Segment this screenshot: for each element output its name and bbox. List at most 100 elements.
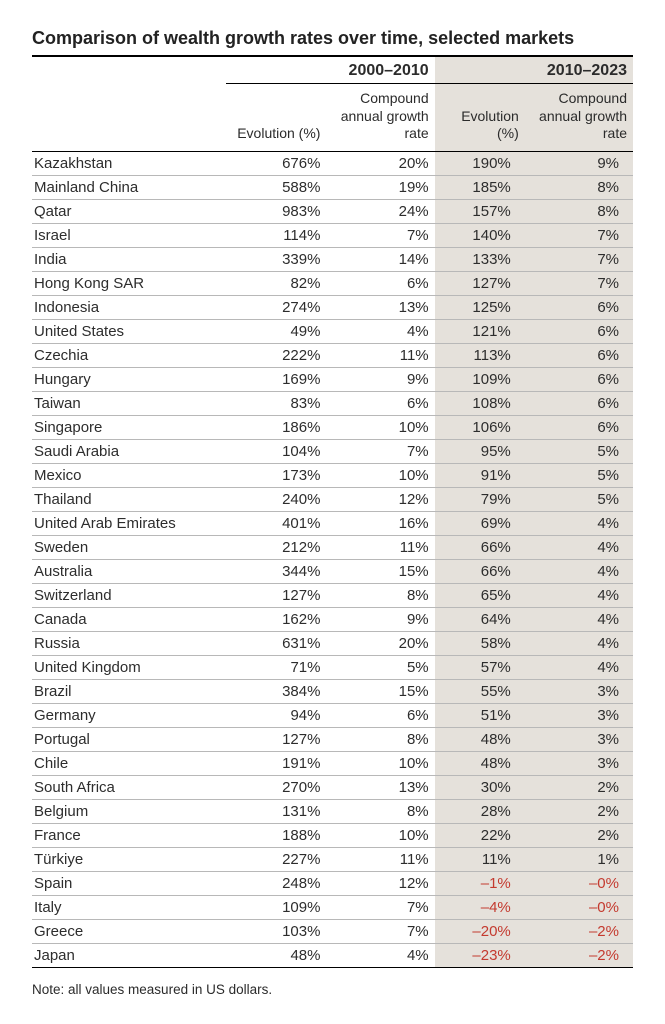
evolution-period1: 109% [226,895,326,919]
cagr-period2: 6% [525,367,633,391]
cagr-period1: 24% [326,199,434,223]
evolution-period2: 133% [435,247,525,271]
market-name: Japan [32,943,226,967]
table-row: United Kingdom71%5%57%4% [32,655,633,679]
evolution-period1: 188% [226,823,326,847]
cagr-period1: 4% [326,943,434,967]
cagr-period2: 4% [525,631,633,655]
evolution-period2: 48% [435,727,525,751]
wealth-growth-table: 2000–2010 2010–2023 Evolution (%) Compou… [32,57,633,968]
evolution-period1: 631% [226,631,326,655]
cagr-period1: 20% [326,151,434,175]
cagr-period2: 7% [525,223,633,247]
evolution-period1: 131% [226,799,326,823]
cagr-period1: 10% [326,415,434,439]
sub-header-row: Evolution (%) Compound annual growth rat… [32,84,633,152]
col-header-cagr2: Compound annual growth rate [525,84,633,152]
cagr-period1: 9% [326,367,434,391]
evolution-period1: 127% [226,727,326,751]
cagr-period2: 4% [525,511,633,535]
cagr-period2: 6% [525,319,633,343]
market-name: Switzerland [32,583,226,607]
evolution-period1: 588% [226,175,326,199]
cagr-period1: 6% [326,271,434,295]
table-row: France188%10%22%2% [32,823,633,847]
market-name: India [32,247,226,271]
market-name: Qatar [32,199,226,223]
evolution-period2: –20% [435,919,525,943]
market-name: Hungary [32,367,226,391]
footnote: Note: all values measured in US dollars. [32,968,633,997]
market-name: Mainland China [32,175,226,199]
cagr-period2: 1% [525,847,633,871]
market-name: Brazil [32,679,226,703]
evolution-period1: 240% [226,487,326,511]
evolution-period1: 227% [226,847,326,871]
market-name: Czechia [32,343,226,367]
period-header-row: 2000–2010 2010–2023 [32,57,633,84]
cagr-period1: 15% [326,559,434,583]
evolution-period2: 64% [435,607,525,631]
table-row: Australia344%15%66%4% [32,559,633,583]
market-name: Italy [32,895,226,919]
cagr-period2: 7% [525,247,633,271]
cagr-period1: 7% [326,895,434,919]
table-row: Thailand240%12%79%5% [32,487,633,511]
cagr-period1: 10% [326,823,434,847]
cagr-period1: 19% [326,175,434,199]
table-row: Türkiye227%11%11%1% [32,847,633,871]
market-name: United Arab Emirates [32,511,226,535]
market-name: France [32,823,226,847]
market-name: Russia [32,631,226,655]
market-name: Thailand [32,487,226,511]
col-header-evo1: Evolution (%) [226,84,326,152]
market-name: South Africa [32,775,226,799]
market-name: Israel [32,223,226,247]
cagr-period2: 8% [525,199,633,223]
market-name: Kazakhstan [32,151,226,175]
evolution-period1: 173% [226,463,326,487]
evolution-period1: 274% [226,295,326,319]
table-row: Singapore186%10%106%6% [32,415,633,439]
table-row: Switzerland127%8%65%4% [32,583,633,607]
cagr-period1: 10% [326,751,434,775]
table-row: Taiwan83%6%108%6% [32,391,633,415]
evolution-period1: 384% [226,679,326,703]
cagr-period2: 6% [525,391,633,415]
evolution-period2: –1% [435,871,525,895]
cagr-period2: 6% [525,295,633,319]
cagr-period2: 2% [525,775,633,799]
table-row: United Arab Emirates401%16%69%4% [32,511,633,535]
table-row: Spain248%12%–1%–0% [32,871,633,895]
cagr-period2: 8% [525,175,633,199]
evolution-period2: 58% [435,631,525,655]
evolution-period2: 108% [435,391,525,415]
evolution-period2: 140% [435,223,525,247]
cagr-period1: 12% [326,487,434,511]
table-row: Indonesia274%13%125%6% [32,295,633,319]
cagr-period2: 4% [525,607,633,631]
table-row: India339%14%133%7% [32,247,633,271]
period-header-2: 2010–2023 [435,57,633,84]
evolution-period2: 57% [435,655,525,679]
cagr-period1: 7% [326,223,434,247]
table-row: Greece103%7%–20%–2% [32,919,633,943]
evolution-period2: 48% [435,751,525,775]
cagr-period2: 9% [525,151,633,175]
cagr-period2: 6% [525,415,633,439]
cagr-period1: 13% [326,775,434,799]
evolution-period1: 83% [226,391,326,415]
evolution-period1: 191% [226,751,326,775]
cagr-period1: 4% [326,319,434,343]
table-row: Portugal127%8%48%3% [32,727,633,751]
table-row: Saudi Arabia104%7%95%5% [32,439,633,463]
table-row: Qatar983%24%157%8% [32,199,633,223]
cagr-period1: 16% [326,511,434,535]
cagr-period1: 12% [326,871,434,895]
cagr-period2: 3% [525,751,633,775]
table-row: Kazakhstan676%20%190%9% [32,151,633,175]
evolution-period1: 162% [226,607,326,631]
cagr-period2: –0% [525,895,633,919]
evolution-period2: 95% [435,439,525,463]
table-head: 2000–2010 2010–2023 Evolution (%) Compou… [32,57,633,151]
